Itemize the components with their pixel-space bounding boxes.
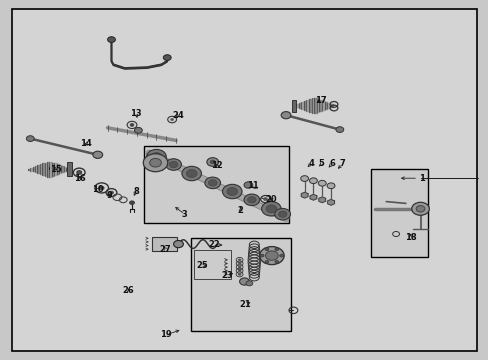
Circle shape <box>238 270 241 272</box>
Text: 6: 6 <box>328 159 334 168</box>
Polygon shape <box>301 192 307 198</box>
Text: 22: 22 <box>208 240 220 249</box>
Circle shape <box>281 112 290 119</box>
Circle shape <box>278 211 286 217</box>
Polygon shape <box>327 199 334 205</box>
Circle shape <box>222 184 242 199</box>
Circle shape <box>263 198 267 201</box>
Circle shape <box>245 281 252 286</box>
Text: 8: 8 <box>133 187 139 196</box>
Text: 13: 13 <box>130 109 142 117</box>
Circle shape <box>109 191 113 194</box>
Circle shape <box>415 206 424 212</box>
Bar <box>144 146 288 223</box>
Circle shape <box>163 55 171 60</box>
Circle shape <box>238 262 241 265</box>
Circle shape <box>309 178 317 184</box>
Circle shape <box>130 123 134 126</box>
Text: 25: 25 <box>196 261 208 270</box>
Circle shape <box>274 260 278 263</box>
Circle shape <box>260 254 264 257</box>
Circle shape <box>146 149 166 164</box>
Text: 4: 4 <box>307 159 313 168</box>
Text: 15: 15 <box>50 165 62 174</box>
Text: 10: 10 <box>92 185 104 194</box>
Text: 19: 19 <box>160 330 172 339</box>
Text: 23: 23 <box>221 271 232 280</box>
Text: 2: 2 <box>237 206 243 215</box>
Circle shape <box>264 260 268 263</box>
Text: 7: 7 <box>339 159 345 168</box>
Text: 27: 27 <box>159 245 171 253</box>
Circle shape <box>165 159 181 170</box>
Circle shape <box>238 273 241 275</box>
Circle shape <box>129 201 134 204</box>
Text: 18: 18 <box>404 233 416 242</box>
Text: 17: 17 <box>314 95 326 104</box>
Text: 3: 3 <box>182 210 187 219</box>
Circle shape <box>264 248 268 251</box>
Circle shape <box>149 158 161 167</box>
Text: 5: 5 <box>318 159 324 168</box>
Text: 9: 9 <box>106 191 112 199</box>
Circle shape <box>274 248 278 251</box>
Circle shape <box>26 136 34 141</box>
Circle shape <box>265 251 278 260</box>
Circle shape <box>259 247 284 265</box>
Circle shape <box>206 158 218 166</box>
Circle shape <box>261 202 281 216</box>
Circle shape <box>134 127 142 133</box>
Circle shape <box>204 177 220 189</box>
Circle shape <box>226 188 237 195</box>
Circle shape <box>247 197 256 203</box>
Circle shape <box>186 170 197 177</box>
Circle shape <box>326 183 334 189</box>
Bar <box>370 169 427 257</box>
Bar <box>67 162 72 176</box>
Circle shape <box>182 166 201 181</box>
Text: 12: 12 <box>211 161 223 170</box>
Polygon shape <box>318 197 325 203</box>
Circle shape <box>244 182 252 188</box>
Circle shape <box>318 180 325 186</box>
Circle shape <box>239 278 249 285</box>
Circle shape <box>208 180 217 186</box>
Text: 21: 21 <box>239 300 251 309</box>
Circle shape <box>238 266 241 268</box>
Circle shape <box>279 254 283 257</box>
Circle shape <box>300 176 308 181</box>
Circle shape <box>238 259 241 261</box>
Circle shape <box>107 37 115 42</box>
Text: 24: 24 <box>172 111 184 120</box>
Circle shape <box>335 127 343 132</box>
Text: 26: 26 <box>122 287 134 295</box>
Bar <box>190 238 290 331</box>
Text: 11: 11 <box>247 181 259 190</box>
Circle shape <box>77 171 81 174</box>
Text: 1: 1 <box>418 174 424 183</box>
Text: 16: 16 <box>74 174 85 183</box>
Text: 14: 14 <box>80 139 91 148</box>
Circle shape <box>265 205 276 213</box>
Circle shape <box>210 160 215 164</box>
Circle shape <box>170 118 173 121</box>
Polygon shape <box>309 194 316 200</box>
Circle shape <box>244 194 259 206</box>
Bar <box>194 250 230 279</box>
Circle shape <box>93 151 102 158</box>
Circle shape <box>143 154 167 172</box>
Circle shape <box>151 153 162 161</box>
Circle shape <box>173 240 183 248</box>
Circle shape <box>274 208 290 220</box>
Bar <box>292 100 296 112</box>
Circle shape <box>169 161 178 168</box>
Circle shape <box>99 186 104 190</box>
Circle shape <box>411 202 428 215</box>
Text: 20: 20 <box>265 195 277 204</box>
Bar <box>151 237 177 251</box>
